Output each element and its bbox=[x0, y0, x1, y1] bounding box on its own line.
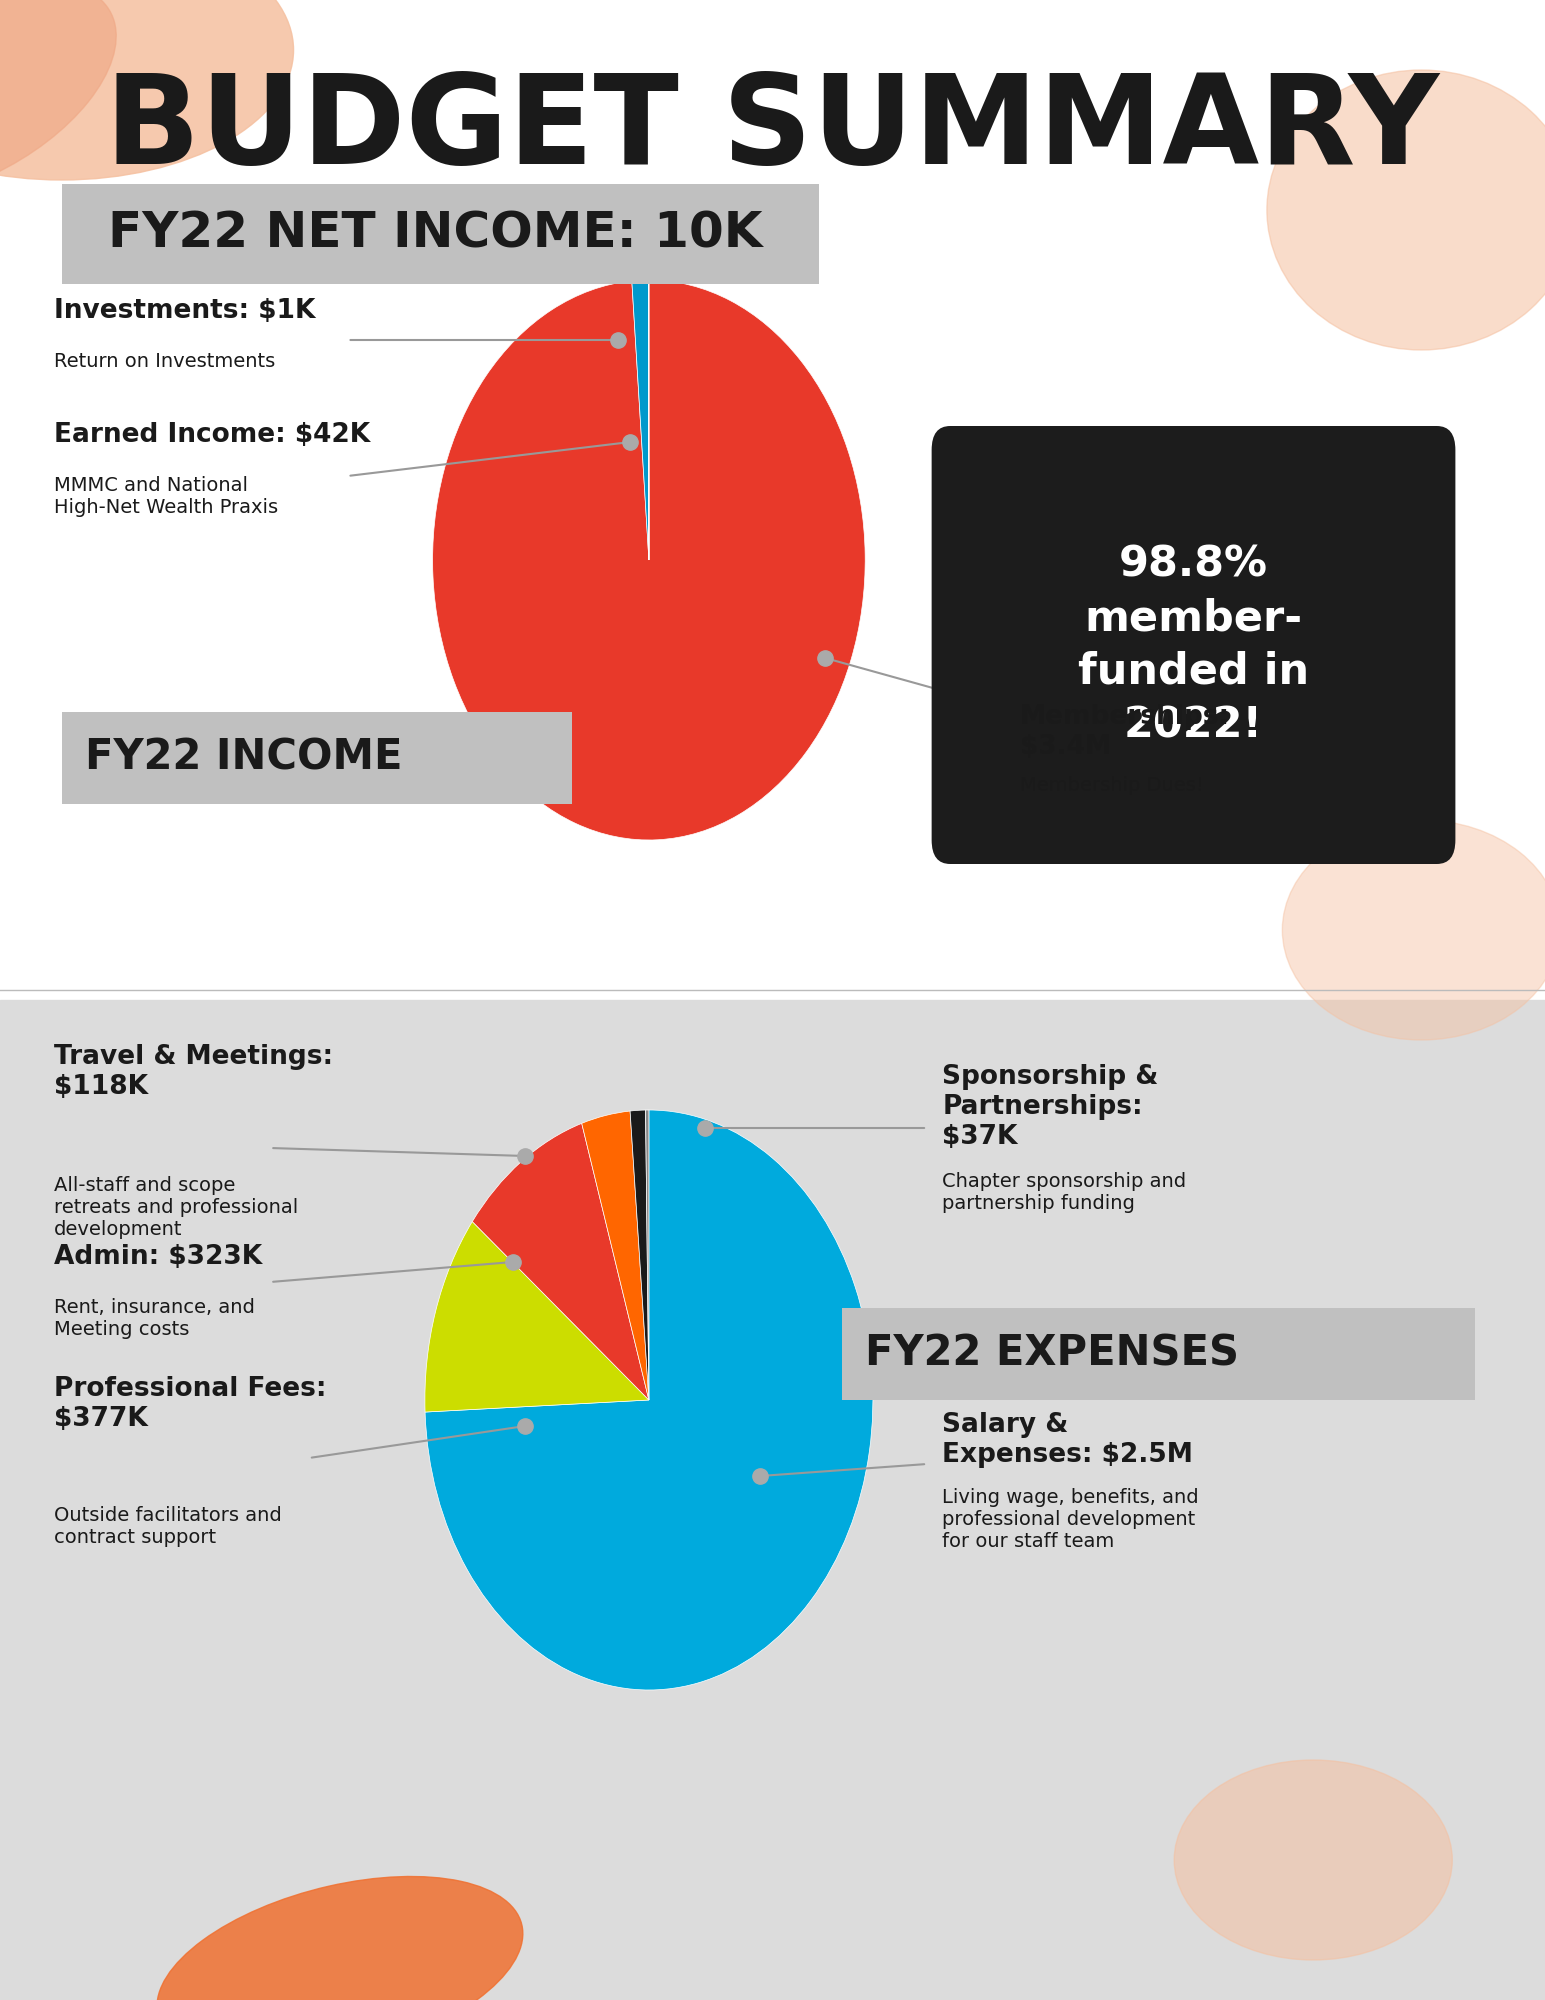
Bar bbox=[0, 0, 1545, 1000]
Wedge shape bbox=[632, 280, 649, 560]
Text: Investments: $1K: Investments: $1K bbox=[54, 298, 315, 324]
Ellipse shape bbox=[158, 1876, 522, 2000]
Text: Travel & Meetings:
$118K: Travel & Meetings: $118K bbox=[54, 1044, 334, 1100]
Text: Living wage, benefits, and
professional development
for our staff team: Living wage, benefits, and professional … bbox=[942, 1488, 1199, 1552]
Text: FY22 EXPENSES: FY22 EXPENSES bbox=[865, 1332, 1239, 1376]
Text: Professional Fees:
$377K: Professional Fees: $377K bbox=[54, 1376, 326, 1432]
Wedge shape bbox=[433, 280, 865, 840]
Text: MMMC and National
High-Net Wealth Praxis: MMMC and National High-Net Wealth Praxis bbox=[54, 476, 278, 516]
FancyBboxPatch shape bbox=[842, 1308, 1475, 1400]
Text: Rent, insurance, and
Meeting costs: Rent, insurance, and Meeting costs bbox=[54, 1298, 255, 1340]
Ellipse shape bbox=[0, 0, 294, 180]
Text: Membership Dues!: Membership Dues! bbox=[1020, 776, 1204, 794]
Wedge shape bbox=[425, 1110, 873, 1690]
Wedge shape bbox=[630, 1110, 649, 1400]
Text: FY22 INCOME: FY22 INCOME bbox=[85, 736, 403, 778]
FancyBboxPatch shape bbox=[932, 426, 1455, 864]
Text: BUDGET SUMMARY: BUDGET SUMMARY bbox=[105, 70, 1440, 190]
Text: Admin: $323K: Admin: $323K bbox=[54, 1244, 263, 1270]
Text: Return on Investments: Return on Investments bbox=[54, 352, 275, 372]
Ellipse shape bbox=[0, 0, 116, 198]
Wedge shape bbox=[646, 1110, 649, 1400]
Wedge shape bbox=[473, 1124, 649, 1400]
Ellipse shape bbox=[1174, 1760, 1452, 1960]
Ellipse shape bbox=[1282, 820, 1545, 1040]
Text: Earned Income: $42K: Earned Income: $42K bbox=[54, 422, 371, 448]
Wedge shape bbox=[425, 1222, 649, 1412]
Text: Memberships:
$3.4M: Memberships: $3.4M bbox=[1020, 704, 1230, 760]
Ellipse shape bbox=[1267, 70, 1545, 350]
Text: Chapter sponsorship and
partnership funding: Chapter sponsorship and partnership fund… bbox=[942, 1172, 1187, 1212]
Text: Salary &
Expenses: $2.5M: Salary & Expenses: $2.5M bbox=[942, 1412, 1193, 1468]
Text: All-staff and scope
retreats and professional
development: All-staff and scope retreats and profess… bbox=[54, 1176, 298, 1238]
Text: Outside facilitators and
contract support: Outside facilitators and contract suppor… bbox=[54, 1506, 281, 1548]
Text: FY22 NET INCOME: 10K: FY22 NET INCOME: 10K bbox=[108, 210, 763, 258]
Text: Sponsorship &
Partnerships:
$37K: Sponsorship & Partnerships: $37K bbox=[942, 1064, 1159, 1150]
FancyBboxPatch shape bbox=[62, 184, 819, 284]
Wedge shape bbox=[582, 1112, 649, 1400]
Text: 98.8%
member-
funded in
2022!: 98.8% member- funded in 2022! bbox=[1078, 544, 1309, 746]
Bar bbox=[0, 1000, 1545, 2000]
FancyBboxPatch shape bbox=[62, 712, 572, 804]
